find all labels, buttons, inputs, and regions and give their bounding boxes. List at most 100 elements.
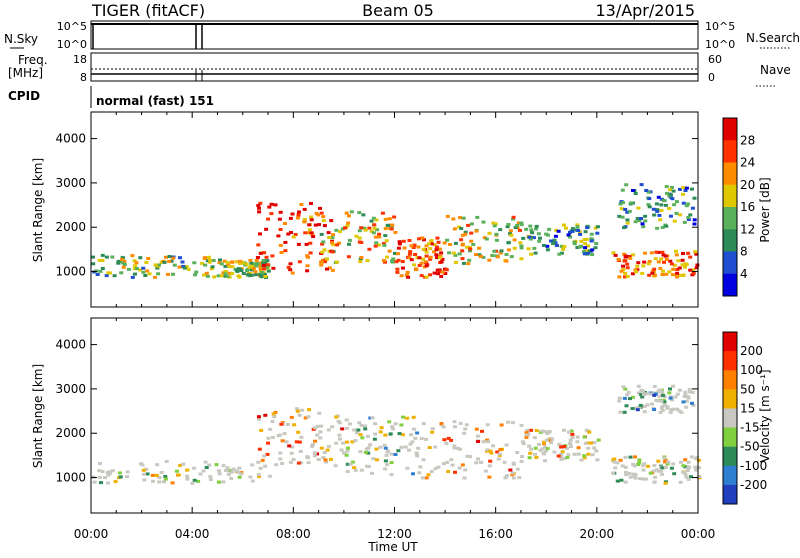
data-cell [617,399,622,403]
data-cell [504,443,509,447]
data-cell [238,261,242,265]
data-cell [107,470,112,474]
data-cell [178,256,182,260]
data-cell [419,274,424,278]
data-cell [371,216,376,220]
data-cell [665,462,670,466]
colorbar-segment [723,251,737,275]
data-cell [559,244,564,248]
data-cell [234,260,239,264]
data-cell [258,201,263,205]
data-cell [658,267,663,270]
data-cell [258,272,263,276]
data-cell [299,461,304,465]
data-cell [345,426,349,430]
data-cell [623,465,628,469]
data-cell [570,227,575,231]
data-cell [340,227,345,231]
data-cell [100,470,105,473]
data-cell [270,254,275,258]
data-cell [556,454,561,458]
data-cell [544,232,549,236]
data-cell [329,241,334,245]
data-cell [671,407,676,411]
data-cell [424,244,429,248]
data-cell [446,470,451,473]
data-cell [519,257,524,261]
data-cell [684,399,689,403]
data-cell [229,470,234,474]
data-cell [341,441,346,445]
data-cell [675,271,680,275]
data-cell [465,454,470,458]
data-cell [428,257,433,261]
data-cell [176,473,181,477]
data-cell [595,458,600,462]
data-cell [387,217,392,221]
data-cell [355,431,359,435]
data-cell [643,251,647,255]
data-cell [534,224,539,228]
data-cell [251,267,256,271]
data-cell [214,463,219,467]
data-cell [320,242,325,246]
data-cell [266,436,271,440]
data-cell [664,224,669,228]
data-cell [691,271,696,275]
data-cell [564,226,568,230]
data-cell [664,258,669,261]
data-cell [510,471,515,475]
cpid-strip: CPID normal (fast) 151 [8,86,214,108]
data-cell [367,226,372,230]
data-cell [278,228,283,231]
data-cell [668,193,673,197]
data-cell [681,464,686,468]
data-cell [291,235,296,239]
data-cell [432,243,437,247]
data-cell [671,462,676,466]
data-cell [622,252,627,256]
data-cell [201,469,206,473]
data-cell [261,259,266,262]
colorbar-segment [723,484,737,505]
data-cell [358,260,363,264]
data-cell [624,183,629,187]
data-cell [116,260,121,263]
data-cell [622,410,627,414]
data-cell [457,447,462,451]
data-cell [225,275,230,278]
data-cell [667,391,672,395]
data-cell [329,219,334,223]
data-cell [311,443,315,447]
data-cell [288,460,293,464]
data-cell [637,477,642,481]
data-cell [592,446,597,450]
data-cell [659,406,664,410]
data-cell [99,481,103,485]
data-cell [668,259,673,263]
data-cell [647,197,652,201]
data-cell [460,249,465,253]
colorbar-tick-label: 8 [740,245,748,259]
data-cell [694,468,698,472]
data-cell [439,251,444,255]
data-cell [374,218,379,222]
data-cell [625,266,630,270]
colorbar-segment [723,184,737,208]
x-tick-label: 00:00 [681,527,716,541]
data-cell [144,261,149,264]
data-cell [190,481,195,485]
data-cell [309,218,314,222]
data-cell [485,438,490,442]
data-cell [288,268,293,272]
data-cell [583,441,588,445]
data-cell [677,388,682,392]
data-cell [342,451,347,455]
data-cell [192,478,197,482]
data-cell [313,426,317,430]
data-cell [476,440,481,443]
colorbar-tick-label: 28 [740,133,755,147]
colorbar-tick-label: -15 [740,421,760,435]
data-cell [659,209,664,212]
data-cell [340,427,345,431]
